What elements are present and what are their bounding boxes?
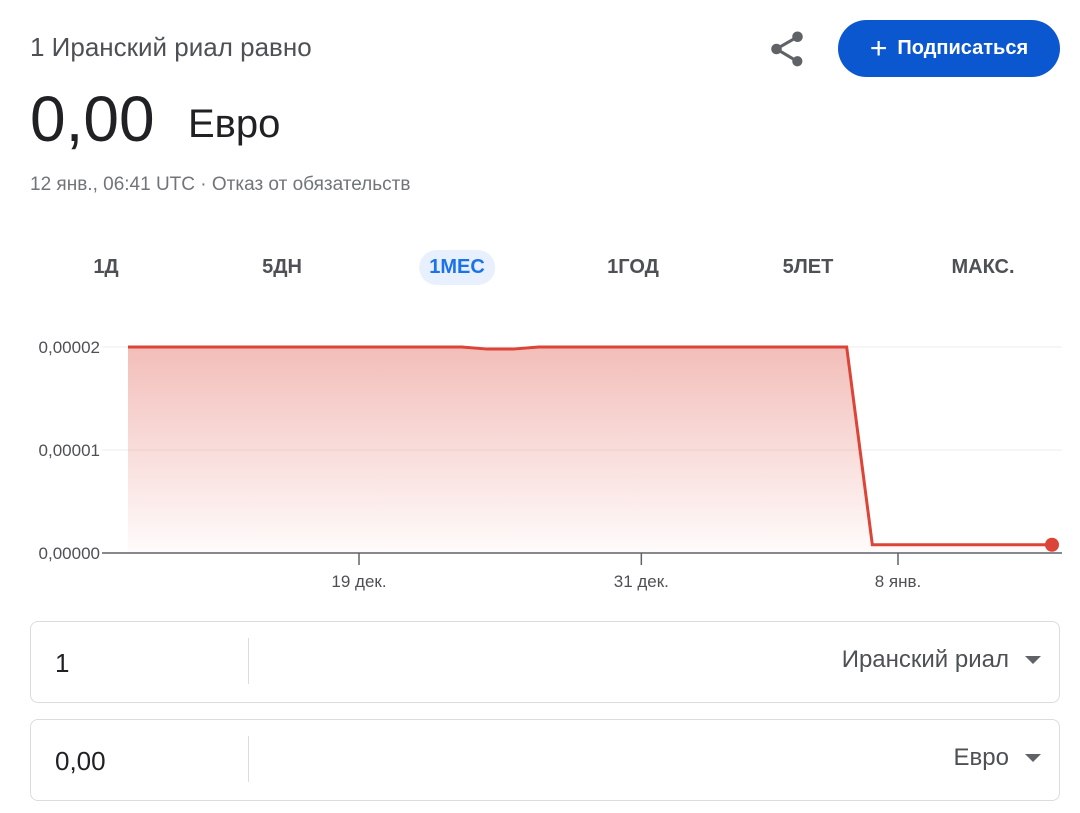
amount: 0,00 bbox=[30, 83, 155, 155]
separator bbox=[248, 736, 249, 782]
area bbox=[128, 347, 1052, 553]
currency-select[interactable]: Евро bbox=[954, 744, 1041, 772]
line bbox=[128, 345, 1052, 547]
subscribe-button[interactable]: + Подписаться bbox=[838, 20, 1060, 77]
plus-icon: + bbox=[869, 31, 888, 65]
range-tab[interactable]: 5ДН bbox=[262, 256, 302, 278]
chart: 0,00000 0,00001 0,00002 19 дек. 31 дек. 8 янв… bbox=[39, 338, 1062, 591]
x-tick-label: 8 янв. bbox=[875, 572, 922, 591]
amount-input[interactable]: 0,00 bbox=[55, 746, 106, 776]
last-point bbox=[1045, 537, 1059, 552]
y-tick-label: 0,00002 bbox=[39, 338, 100, 357]
range-tab[interactable]: МАКС. bbox=[951, 256, 1015, 278]
x-tick-label: 19 дек. bbox=[331, 572, 386, 591]
currency-name: Иранский риал bbox=[841, 646, 1009, 673]
currency-select[interactable]: Иранский риал bbox=[842, 646, 1041, 674]
subtitle: 1 Иранский риал равно bbox=[30, 32, 312, 62]
currency: Евро bbox=[188, 102, 281, 146]
dropdown-arrow bbox=[1025, 754, 1041, 762]
separator bbox=[248, 638, 249, 684]
converter-row: 1 Иранский риал bbox=[30, 621, 1060, 703]
dropdown-arrow bbox=[1025, 656, 1041, 664]
range-tab[interactable]: 1Д bbox=[93, 256, 119, 278]
range-tab[interactable]: 5ЛЕТ bbox=[782, 256, 834, 278]
share-icon[interactable] bbox=[766, 28, 808, 70]
range-tab[interactable]: 1МЕС bbox=[419, 250, 495, 285]
converter-row: 0,00 Евро bbox=[30, 719, 1060, 801]
x-tick-label: 31 дек. bbox=[614, 572, 669, 591]
amount-input[interactable]: 1 bbox=[55, 648, 70, 678]
y-tick-label: 0,00000 bbox=[39, 544, 100, 563]
subscribe-label: Подписаться bbox=[897, 37, 1029, 59]
range-tab[interactable]: 1ГОД bbox=[607, 256, 659, 278]
timestamp: 12 янв., 06:41 UTC · Отказ от обязательс… bbox=[30, 174, 411, 195]
currency-name: Евро bbox=[953, 744, 1009, 771]
y-tick-label: 0,00001 bbox=[39, 441, 100, 460]
